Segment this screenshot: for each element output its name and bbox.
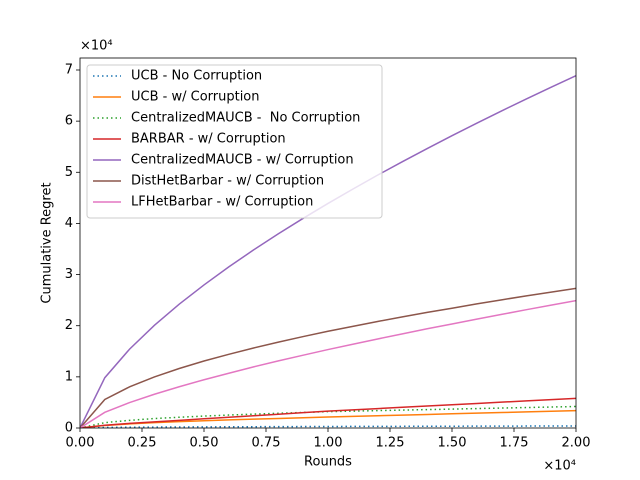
y-tick-label: 5 — [65, 165, 73, 180]
x-tick-label: 1.50 — [438, 436, 467, 451]
series-line — [80, 409, 576, 428]
x-tick-label: 1.75 — [500, 436, 529, 451]
x-axis-label: Rounds — [304, 455, 352, 470]
x-tick-label: 0.50 — [190, 436, 219, 451]
plot-frame — [79, 57, 577, 429]
legend-box — [86, 64, 383, 219]
y-tick-label: 2 — [65, 318, 73, 333]
legend-label: DistHetBarbar - w/ Corruption — [131, 174, 324, 189]
y-offset-text: ×10⁴ — [80, 39, 113, 54]
y-tick-label: 4 — [65, 216, 73, 231]
y-tick-label: 7 — [65, 62, 73, 77]
legend-label: CentralizedMAUCB - No Corruption — [131, 111, 360, 126]
legend-label: BARBAR - w/ Corruption — [131, 132, 286, 147]
series-line — [80, 299, 576, 428]
series-line — [80, 425, 576, 428]
y-tick-label: 1 — [65, 369, 73, 384]
x-tick-label: 0.25 — [128, 436, 157, 451]
x-tick-label: 0.75 — [252, 436, 281, 451]
y-tick-label: 3 — [65, 267, 73, 282]
legend-label: CentralizedMAUCB - w/ Corruption — [131, 153, 354, 168]
x-tick-label: 2.00 — [562, 436, 591, 451]
x-tick-label: 0.00 — [66, 436, 95, 451]
y-tick-label: 0 — [65, 421, 73, 436]
x-tick-label: 1.25 — [376, 436, 405, 451]
legend-label: LFHetBarbar - w/ Corruption — [131, 195, 313, 210]
series-line — [80, 397, 576, 428]
legend-label: UCB - No Corruption — [131, 69, 262, 84]
y-tick-label: 6 — [65, 114, 73, 129]
y-axis-label: Cumulative Regret — [40, 182, 55, 303]
legend-label: UCB - w/ Corruption — [131, 90, 260, 105]
x-offset-text: ×10⁴ — [543, 459, 576, 474]
series-line — [80, 287, 576, 428]
x-tick-label: 1.00 — [314, 436, 343, 451]
